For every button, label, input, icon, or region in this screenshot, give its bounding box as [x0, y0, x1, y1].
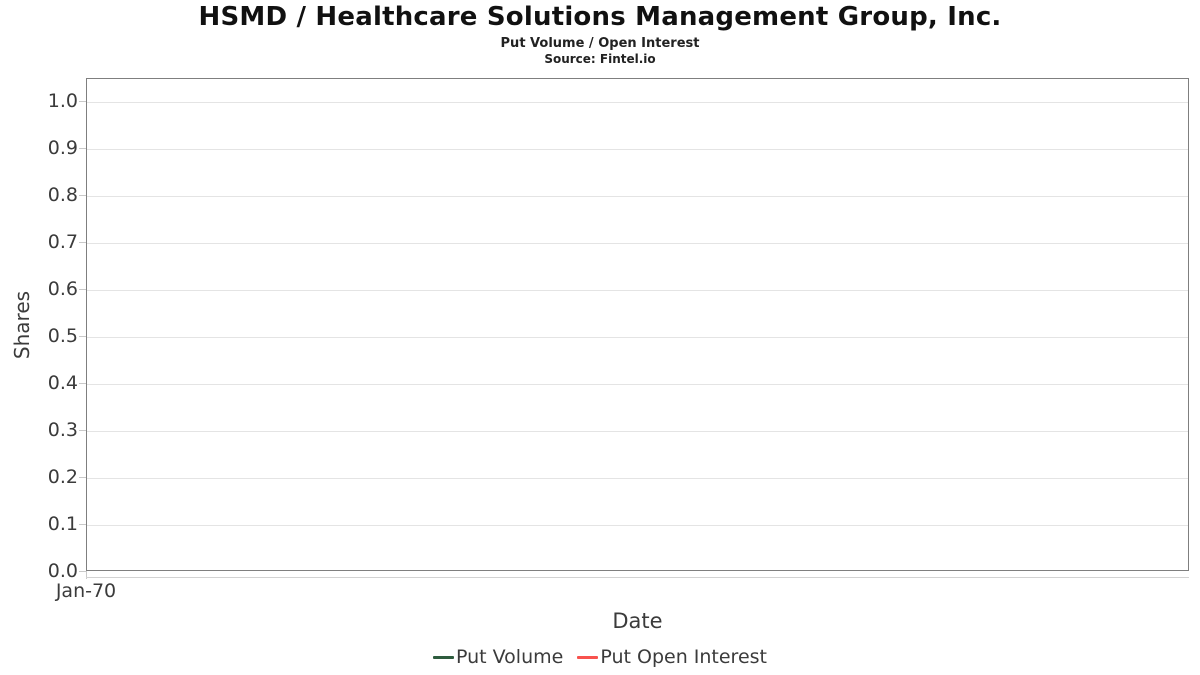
y-tick-mark [79, 382, 86, 384]
x-tick-mark [86, 571, 87, 579]
y-tick-mark [79, 241, 86, 243]
chart-source-credit: Source: Fintel.io [544, 52, 656, 66]
y-tick-label: 0.5 [47, 324, 78, 347]
gridline [87, 477, 1188, 479]
gridline [87, 101, 1188, 103]
gridline [87, 242, 1188, 244]
legend-item[interactable]: Put Open Interest [577, 646, 767, 668]
gridline [87, 148, 1188, 150]
legend-item-label: Put Open Interest [600, 646, 767, 668]
y-tick-label: 1.0 [47, 89, 78, 112]
chart-title: HSMD / Healthcare Solutions Management G… [198, 2, 1002, 32]
legend-item[interactable]: Put Volume [433, 646, 563, 668]
y-axis-label: Shares [10, 290, 34, 360]
y-tick-label: 0.6 [47, 277, 78, 300]
legend-series-dash-icon [577, 655, 599, 659]
y-tick-mark [79, 476, 86, 478]
y-tick-label: 0.0 [47, 560, 78, 582]
y-tick-mark [79, 100, 86, 102]
gridline [87, 430, 1188, 432]
y-tick-mark [79, 571, 86, 572]
x-axis-tick-label: Jan-70 [55, 580, 117, 602]
gridline [87, 524, 1188, 526]
chart-subtitle: Put Volume / Open Interest [500, 36, 700, 51]
y-tick-mark [79, 288, 86, 290]
x-axis-line [86, 577, 1189, 578]
x-axis-label: Date [612, 609, 663, 633]
gridline [87, 383, 1188, 385]
plot-area [86, 78, 1189, 571]
y-tick-mark [79, 429, 86, 431]
y-tick-label: 0.7 [47, 230, 78, 253]
y-tick-mark [79, 147, 86, 149]
y-tick-label: 0.3 [47, 418, 78, 441]
gridline [87, 336, 1188, 338]
y-tick-label: 0.8 [47, 183, 78, 206]
y-tick-mark [79, 523, 86, 525]
legend-item-label: Put Volume [456, 646, 564, 668]
y-tick-mark [79, 335, 86, 337]
legend-series-dash-icon [433, 655, 454, 659]
y-tick-label: 0.4 [47, 371, 78, 394]
gridline [87, 289, 1188, 291]
y-tick-mark [79, 194, 86, 196]
legend: Put Volume Put Open Interest [0, 646, 1200, 668]
y-tick-label: 0.2 [47, 465, 78, 488]
y-tick-label: 0.1 [47, 512, 78, 535]
y-tick-label: 0.9 [47, 136, 78, 159]
gridline [87, 195, 1188, 197]
